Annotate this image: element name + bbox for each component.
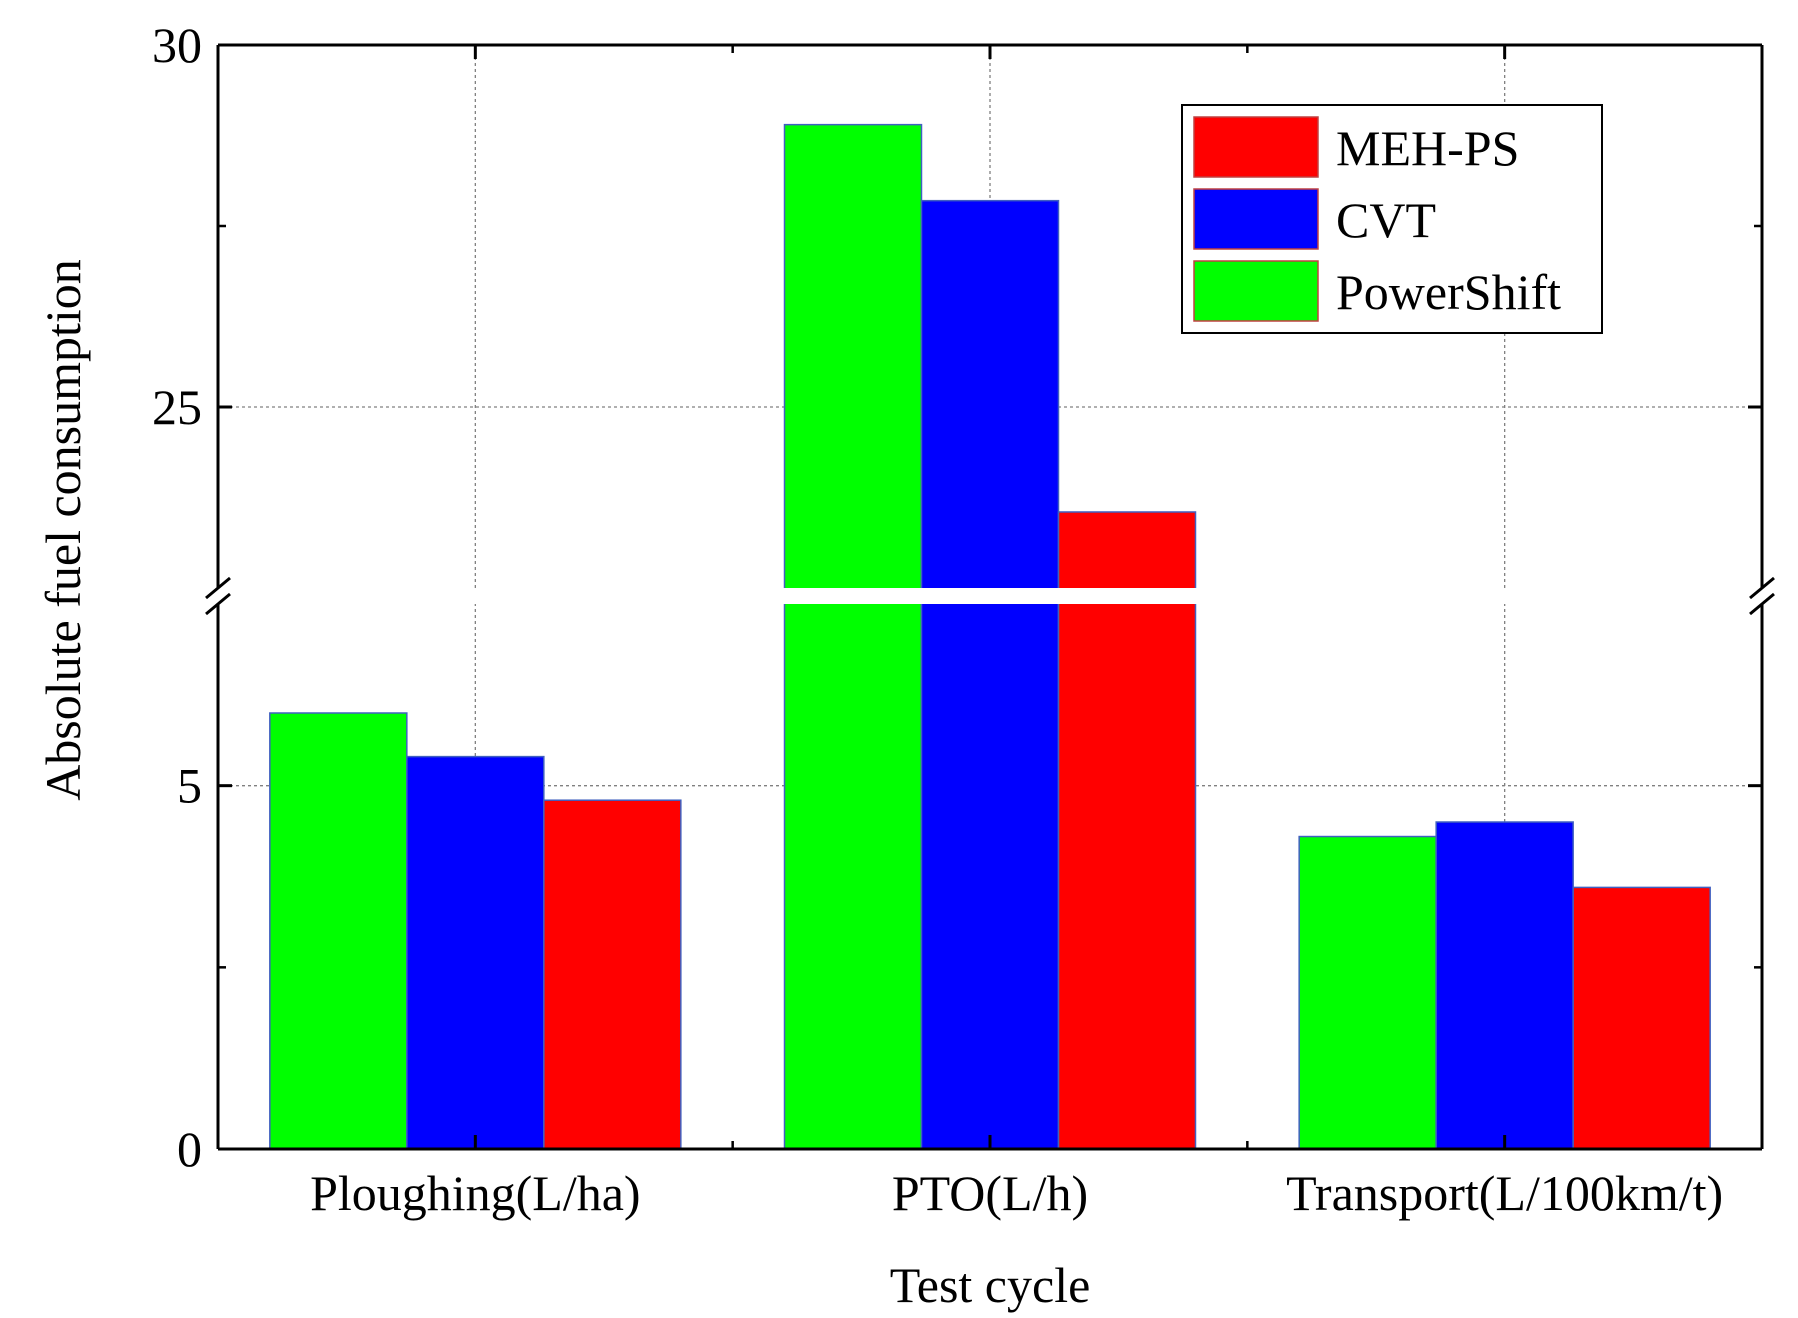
bar-cvt-2 [920,199,1060,1150]
bar-powershift-1 [269,712,408,1150]
y-tick-label-25: 25 [152,379,202,435]
legend-swatch-meh-ps [1193,116,1319,178]
y-tick-label-5: 5 [177,758,202,814]
bar-meh-ps-3 [1572,886,1711,1150]
legend-label-cvt: CVT [1336,192,1436,248]
legend-swatch-cvt [1193,188,1319,250]
x-axis-label: Test cycle [890,1257,1091,1313]
x-tick-label-1: Ploughing(L/ha) [310,1165,641,1221]
legend-label-powershift: PowerShift [1336,264,1561,320]
axes [216,43,1764,1151]
y-tick-label-30: 30 [152,17,202,73]
bar-powershift-2 [783,123,923,1150]
bar-powershift-3 [1298,835,1437,1150]
x-tick-label-3: Transport(L/100km/t) [1286,1165,1723,1221]
bar-cvt-3 [1435,821,1574,1150]
bar-cvt-1 [406,755,545,1150]
y-axis-label: Absolute fuel consumption [35,259,91,801]
bars [269,123,1711,1150]
tick-labels: 0 5 25 30 Ploughing(L/ha) PTO(L/h) Transport(L… [152,17,1723,1221]
axis-break-band [220,588,1760,604]
legend: MEH-PS CVT PowerShift [1181,104,1603,334]
y-tick-label-0: 0 [177,1121,202,1177]
bar-meh-ps-2 [1057,511,1197,1150]
legend-swatch-powershift [1193,260,1319,322]
legend-label-meh-ps: MEH-PS [1336,120,1519,176]
x-tick-label-2: PTO(L/h) [892,1165,1088,1221]
bar-meh-ps-1 [543,799,682,1150]
